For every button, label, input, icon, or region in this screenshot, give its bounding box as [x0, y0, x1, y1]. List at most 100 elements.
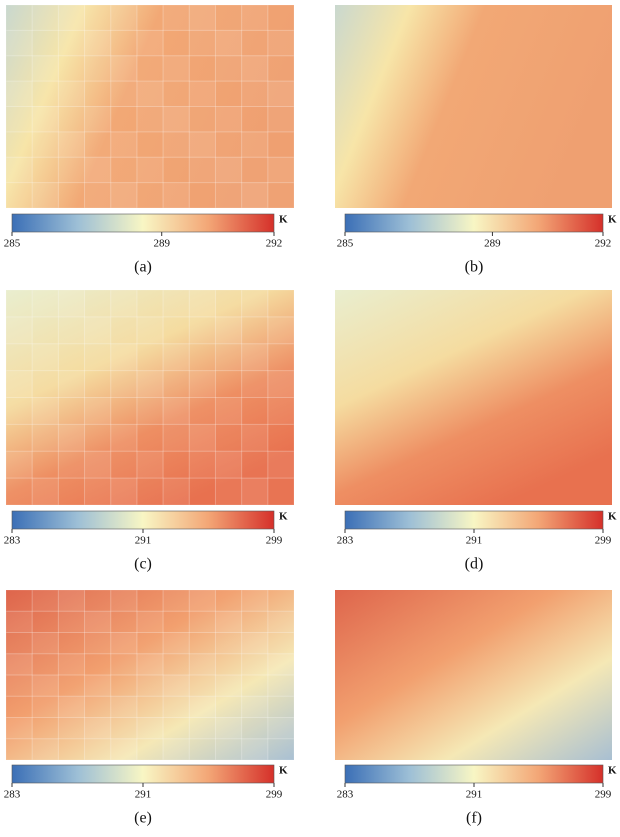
pixel-cell	[136, 653, 164, 676]
pixel-cell	[110, 182, 138, 209]
pixel-cell	[136, 632, 164, 655]
pixel-cell	[162, 632, 190, 655]
pixel-cell	[267, 182, 295, 209]
pixel-cell	[162, 316, 190, 345]
pixel-cell	[136, 610, 164, 633]
pixel-cell	[57, 653, 86, 676]
pixel-cell	[136, 131, 164, 158]
pixel-cell	[84, 131, 112, 158]
pixel-cell	[188, 695, 216, 718]
pixel-cell	[5, 80, 33, 107]
pixel-cell	[188, 450, 216, 479]
pixel-cell	[267, 717, 295, 740]
pixel-cell	[136, 80, 164, 107]
colorbar-unit: K	[608, 511, 617, 523]
pixel-cell	[57, 610, 86, 633]
pixel-cell	[241, 156, 269, 184]
pixel-cell	[241, 289, 269, 318]
pixel-cell	[5, 632, 33, 655]
pixel-cell	[84, 450, 112, 479]
pixel-cell	[5, 397, 33, 425]
pixel-cell	[84, 610, 112, 633]
pixel-cell	[162, 610, 190, 633]
pixel-cell	[241, 738, 269, 761]
tick-label: 299	[595, 535, 612, 547]
pixel-cell	[214, 610, 243, 633]
pixel-cell	[267, 370, 295, 398]
pixel-cell	[267, 343, 295, 372]
pixel-cell	[31, 4, 59, 31]
tick-label: 285	[337, 238, 354, 250]
pixel-cell	[267, 695, 295, 718]
pixel-cell	[5, 156, 33, 184]
pixel-cell	[110, 80, 138, 107]
pixel-cell	[188, 55, 216, 82]
pixel-cell	[188, 423, 216, 452]
pixel-cell	[110, 316, 138, 345]
pixel-cell	[31, 738, 59, 761]
pixel-cell	[84, 343, 112, 372]
pixel-cell	[31, 80, 59, 107]
pixel-cell	[5, 55, 33, 82]
map-e	[6, 590, 294, 760]
pixel-cell	[57, 131, 86, 158]
pixel-cell	[188, 653, 216, 676]
pixel-cell	[5, 370, 33, 398]
pixel-cell	[136, 450, 164, 479]
pixel-cell	[31, 589, 59, 612]
colorbar-unit: K	[608, 214, 617, 226]
pixel-cell	[267, 4, 295, 31]
colorbar-unit: K	[279, 214, 288, 226]
pixel-cell	[5, 450, 33, 479]
pixel-cell	[188, 632, 216, 655]
pixel-cell	[110, 589, 138, 612]
pixel-cell	[57, 55, 86, 82]
pixel-cell	[162, 589, 190, 612]
pixel-cell	[188, 370, 216, 398]
pixel-cell	[57, 717, 86, 740]
caption: (d)	[465, 556, 484, 573]
pixel-cell	[214, 156, 243, 184]
pixel-cell	[84, 397, 112, 425]
pixel-cell	[267, 450, 295, 479]
pixel-cell	[31, 370, 59, 398]
pixel-cell	[241, 316, 269, 345]
pixel-cell	[162, 653, 190, 676]
pixel-cell	[5, 738, 33, 761]
map-b	[335, 5, 612, 208]
pixel-cell	[214, 4, 243, 31]
pixel-cell	[110, 29, 138, 57]
pixel-cell	[31, 156, 59, 184]
pixel-cell	[162, 477, 190, 506]
pixel-cell	[136, 423, 164, 452]
pixel-cell	[162, 397, 190, 425]
pixel-cell	[84, 370, 112, 398]
pixel-cell	[214, 397, 243, 425]
pixel-cell	[84, 632, 112, 655]
pixel-cell	[188, 738, 216, 761]
pixel-cell	[241, 653, 269, 676]
pixel-cell	[110, 370, 138, 398]
pixel-cell	[214, 450, 243, 479]
pixel-cell	[110, 738, 138, 761]
pixel-cell	[57, 738, 86, 761]
pixel-cell	[31, 653, 59, 676]
pixel-cell	[136, 4, 164, 31]
pixel-cell	[57, 289, 86, 318]
pixel-cell	[57, 4, 86, 31]
pixel-cell	[57, 370, 86, 398]
tick-label: 292	[266, 238, 283, 250]
colorbar	[344, 213, 604, 233]
pixel-cell	[214, 182, 243, 209]
pixel-cell	[241, 370, 269, 398]
pixel-cell	[214, 695, 243, 718]
pixel-cell	[162, 131, 190, 158]
pixel-cell	[136, 343, 164, 372]
pixel-cell	[110, 653, 138, 676]
map-c	[6, 290, 294, 505]
pixel-cell	[162, 717, 190, 740]
pixel-cell	[136, 674, 164, 697]
pixel-cell	[214, 343, 243, 372]
pixel-cell	[241, 106, 269, 133]
caption: (e)	[134, 810, 152, 827]
